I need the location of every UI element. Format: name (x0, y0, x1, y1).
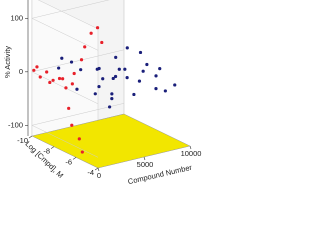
data-point (173, 83, 177, 87)
data-point (97, 84, 101, 89)
data-point (163, 89, 167, 93)
y-tick (28, 135, 33, 139)
data-point (111, 76, 115, 81)
data-point (77, 137, 81, 141)
x-tick-label: 5000 (137, 160, 154, 169)
data-point (79, 68, 83, 72)
data-point (95, 26, 100, 30)
y-tick-label: -4 (87, 168, 94, 177)
x-tick (189, 145, 192, 150)
data-point (97, 66, 101, 71)
data-point (117, 67, 121, 71)
x-tick (143, 156, 146, 161)
z-tick-label: 0 (19, 67, 23, 76)
data-point (38, 75, 42, 79)
data-point (60, 56, 64, 60)
data-point (132, 92, 136, 97)
y-tick-label: -8 (43, 147, 50, 156)
data-point (70, 123, 74, 127)
grid-line (31, 49, 125, 105)
data-point (45, 70, 49, 74)
data-point (125, 76, 129, 80)
data-point (72, 71, 76, 76)
data-point (141, 69, 145, 73)
z-axis-label: % Activity (3, 46, 12, 78)
y-tick-label: -6 (65, 157, 72, 166)
grid-line (31, 103, 125, 158)
data-point (101, 77, 105, 81)
data-point (125, 46, 129, 50)
data-point (67, 106, 71, 110)
chart: % Activity Log [Cmpd], M Compound Number… (3, 0, 201, 186)
y-tick-label: -10 (17, 136, 28, 145)
data-point (100, 40, 104, 45)
data-point (137, 79, 142, 83)
data-point (51, 78, 55, 82)
data-point (70, 82, 74, 86)
data-point (80, 150, 84, 154)
data-point (32, 68, 36, 72)
data-point (69, 60, 74, 64)
data-point (61, 77, 65, 81)
data-point (35, 65, 39, 69)
data-point (154, 74, 158, 78)
data-point (158, 66, 162, 71)
y-tick (94, 167, 99, 171)
data-point (75, 87, 79, 91)
data-point (93, 92, 97, 96)
data-point (110, 92, 114, 96)
z-tick-label: 100 (10, 13, 23, 22)
x-tick-label: 0 (97, 171, 101, 180)
data-point (64, 86, 68, 90)
grid-line (31, 0, 110, 51)
y-tick (50, 146, 55, 149)
z-tick-label: -100 (8, 120, 23, 129)
data-point (108, 105, 112, 109)
page: % Activity Log [Cmpd], M Compound Number… (2, 0, 202, 187)
data-point (138, 50, 143, 55)
y-tick (72, 157, 77, 160)
data-point (110, 97, 114, 101)
data-point (79, 58, 84, 62)
data-point (83, 45, 87, 49)
data-point (114, 55, 118, 59)
data-point (89, 31, 93, 35)
data-point (48, 80, 52, 85)
data-point (154, 87, 158, 91)
data-point (57, 66, 61, 70)
x-tick (97, 167, 100, 172)
data-point (57, 76, 62, 81)
data-point (145, 62, 149, 67)
data-point (123, 67, 127, 71)
x-tick-label: 10000 (181, 149, 202, 158)
data-point (113, 74, 118, 79)
